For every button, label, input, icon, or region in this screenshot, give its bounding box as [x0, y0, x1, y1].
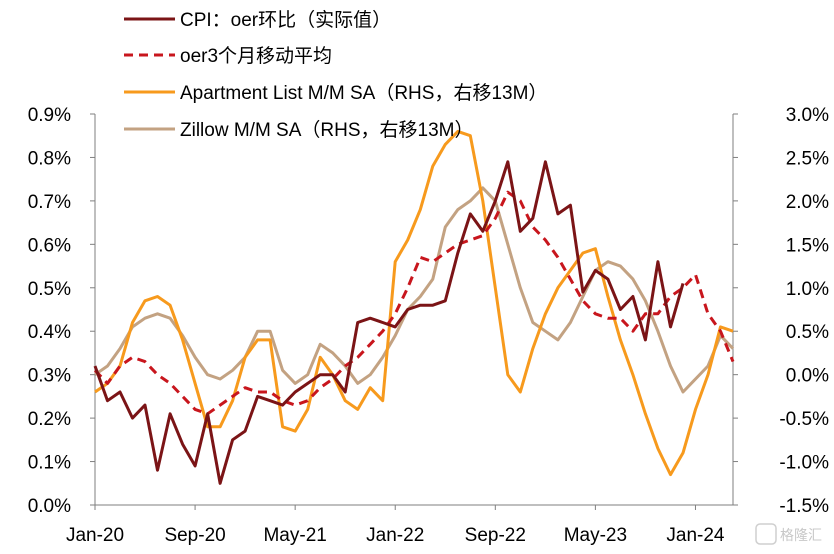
right-tick-label: -1.0% — [779, 453, 829, 474]
left-tick-label: 0.6% — [28, 235, 71, 256]
right-tick-label: 3.0% — [786, 105, 829, 126]
right-tick-label: -1.5% — [779, 496, 829, 517]
x-tick-label: Sep-20 — [164, 525, 225, 546]
watermark-logo-icon — [755, 523, 777, 545]
series-line-1 — [93, 190, 735, 416]
legend-label-1: oer3个月移动平均 — [180, 45, 332, 67]
series-line-0 — [93, 160, 685, 485]
axes: 0.0% 0.1% 0.2% 0.3% 0.4% 0.5% 0.6% 0.7% 0.8% 0.9%… — [28, 105, 829, 546]
legend-label-2: Apartment List M/M SA（RHS，右移13M） — [180, 82, 547, 104]
left-tick-label: 0.9% — [28, 105, 71, 126]
watermark-text: 格隆汇 — [780, 528, 822, 544]
right-tick-label: 2.5% — [786, 148, 829, 169]
left-tick-label: 0.5% — [28, 279, 71, 300]
x-tick-label: Sep-22 — [465, 525, 526, 546]
left-tick-label: 0.3% — [28, 366, 71, 387]
series-layer — [93, 129, 735, 485]
series-line-2 — [94, 129, 734, 477]
legend: CPI：oer环比（实际值） oer3个月移动平均 Apartment List M… — [124, 9, 547, 141]
x-tick-label: Jan-22 — [366, 525, 424, 546]
right-tick-label: 0.5% — [786, 322, 829, 343]
right-tick-label: 2.0% — [786, 192, 829, 213]
right-tick-label: 1.5% — [786, 235, 829, 256]
left-tick-label: 0.0% — [28, 496, 71, 517]
x-tick-label: May-23 — [564, 525, 627, 546]
right-tick-label: 0.0% — [786, 366, 829, 387]
x-tick-label: May-21 — [263, 525, 326, 546]
right-tick-label: -0.5% — [779, 409, 829, 430]
legend-label-3: Zillow M/M SA（RHS，右移13M） — [180, 119, 473, 141]
left-tick-label: 0.4% — [28, 322, 71, 343]
series-line-3 — [94, 186, 735, 394]
left-tick-label: 0.2% — [28, 409, 71, 430]
left-tick-label: 0.7% — [28, 192, 71, 213]
legend-label-0: CPI：oer环比（实际值） — [180, 9, 391, 31]
left-tick-label: 0.8% — [28, 148, 71, 169]
right-tick-label: 1.0% — [786, 279, 829, 300]
x-tick-label: Jan-20 — [66, 525, 124, 546]
left-tick-label: 0.1% — [28, 453, 71, 474]
watermark: 格隆汇 — [755, 523, 822, 545]
x-tick-label: Jan-24 — [666, 525, 725, 546]
